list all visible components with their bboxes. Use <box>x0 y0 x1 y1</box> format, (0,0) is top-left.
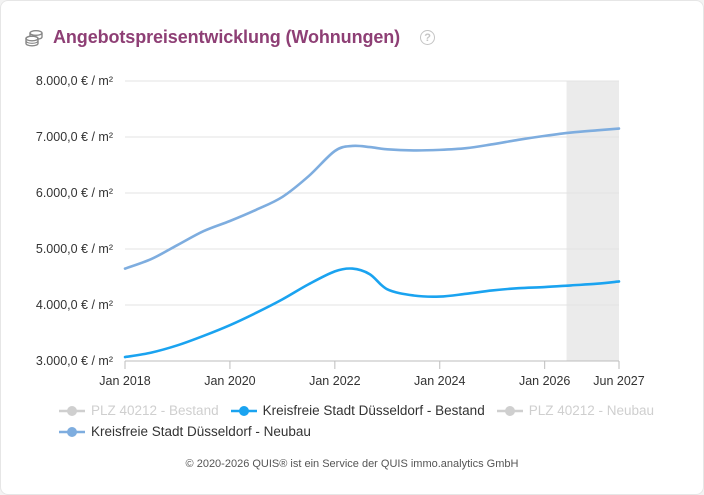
legend-label: Kreisfreie Stadt Düsseldorf - Neubau <box>91 424 311 439</box>
legend-symbol <box>496 405 523 416</box>
series-line-3 <box>123 127 621 270</box>
x-tick-label: Jan 2024 <box>414 374 465 388</box>
help-icon[interactable]: ? <box>420 30 436 45</box>
legend-item-1[interactable]: Kreisfreie Stadt Düsseldorf - Bestand <box>230 403 485 418</box>
x-tick-label: Jan 2022 <box>309 374 360 388</box>
forecast-shade <box>566 81 619 361</box>
legend-item-3[interactable]: Kreisfreie Stadt Düsseldorf - Neubau <box>59 424 311 439</box>
legend-label: PLZ 40212 - Bestand <box>91 403 219 418</box>
x-tick-label: Jun 2027 <box>593 374 644 388</box>
chart-header: Angebotspreisentwicklung (Wohnungen) ? <box>25 27 436 48</box>
chart-title: Angebotspreisentwicklung (Wohnungen) <box>53 27 401 47</box>
y-tick-label: 6.000,0 € / m² <box>36 186 113 200</box>
legend-symbol <box>59 426 85 437</box>
y-tick-label: 5.000,0 € / m² <box>36 242 113 256</box>
legend-item-0[interactable]: PLZ 40212 - Bestand <box>59 403 219 418</box>
y-tick-label: 7.000,0 € / m² <box>36 130 113 144</box>
legend-symbol <box>59 405 85 416</box>
y-tick-label: 8.000,0 € / m² <box>36 74 113 88</box>
copyright-text: © 2020-2026 QUIS® ist ein Service der QU… <box>185 458 519 470</box>
coins-icon <box>25 29 43 47</box>
legend-label: PLZ 40212 - Neubau <box>528 403 655 418</box>
y-tick-label: 3.000,0 € / m² <box>36 354 113 368</box>
legend-item-2[interactable]: PLZ 40212 - Neubau <box>496 403 655 418</box>
legend-symbol <box>230 405 257 416</box>
x-tick-label: Jan 2026 <box>519 374 570 388</box>
line-chart: 8.000,0 € / m² 7.000,0 € / m² 6.000,0 € / … <box>36 74 645 388</box>
series-line-1 <box>123 267 621 359</box>
legend-label: Kreisfreie Stadt Düsseldorf - Bestand <box>262 403 485 418</box>
chart-legend: PLZ 40212 - Bestand Kreisfreie Stadt Düss… <box>59 403 679 439</box>
x-tick-label: Jan 2020 <box>204 374 255 388</box>
x-tick-label: Jan 2018 <box>99 374 150 388</box>
y-tick-label: 4.000,0 € / m² <box>36 298 113 312</box>
